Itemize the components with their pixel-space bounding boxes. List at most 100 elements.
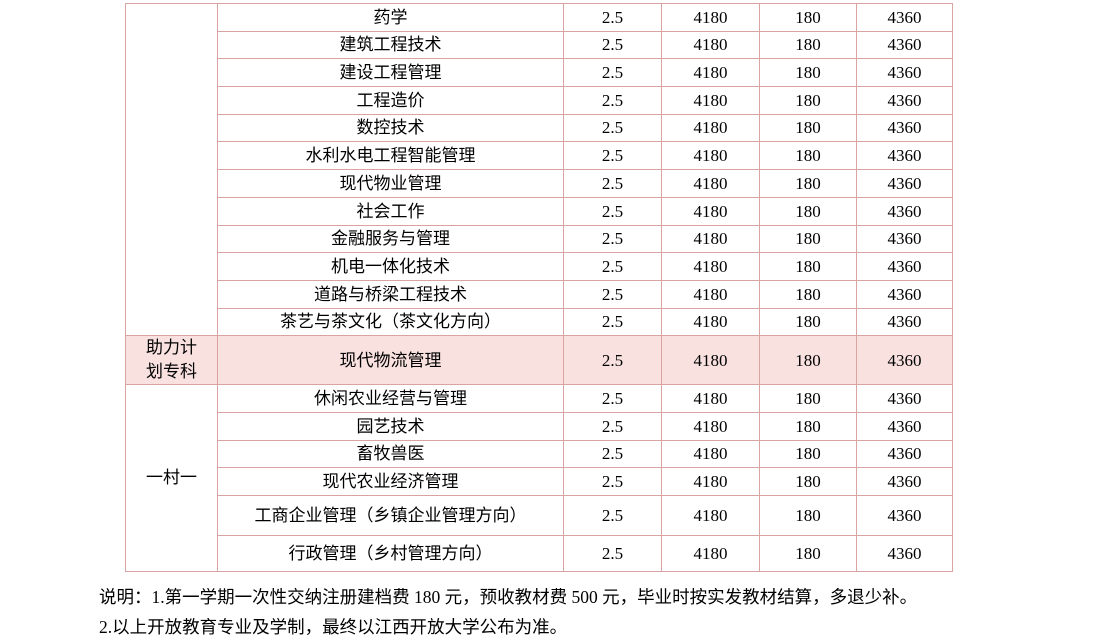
major-cell: 数控技术 xyxy=(217,113,564,143)
registration-fee-cell: 180 xyxy=(759,439,857,469)
tuition-fee-cell: 4180 xyxy=(661,252,760,281)
table-row: 现代农业经济管理 2.5 4180 180 4360 xyxy=(126,467,953,496)
tuition-fee-cell: 4180 xyxy=(661,335,760,386)
tuition-fee-cell: 4180 xyxy=(661,411,760,441)
tuition-fee-cell: 4180 xyxy=(661,279,760,309)
total-fee-cell: 4360 xyxy=(856,169,953,198)
total-fee-cell: 4360 xyxy=(856,30,953,60)
total-fee-cell: 4360 xyxy=(856,224,953,254)
registration-fee-cell: 180 xyxy=(759,279,857,309)
table-row: 畜牧兽医 2.5 4180 180 4360 xyxy=(126,439,953,469)
total-fee-cell: 4360 xyxy=(856,279,953,309)
study-years-cell: 2.5 xyxy=(563,169,662,198)
major-cell: 建设工程管理 xyxy=(217,58,564,88)
major-cell: 工商企业管理（乡镇企业管理方向） xyxy=(217,495,564,536)
table-row: 工商企业管理（乡镇企业管理方向） 2.5 4180 180 4360 xyxy=(126,495,953,536)
study-years-cell: 2.5 xyxy=(563,439,662,469)
registration-fee-cell: 180 xyxy=(759,30,857,60)
tuition-fee-cell: 4180 xyxy=(661,169,760,198)
total-fee-cell: 4360 xyxy=(856,384,953,413)
registration-fee-cell: 180 xyxy=(759,169,857,198)
registration-fee-cell: 180 xyxy=(759,535,857,572)
table-row: 数控技术 2.5 4180 180 4360 xyxy=(126,113,953,143)
registration-fee-cell: 180 xyxy=(759,141,857,171)
notes: 说明：1.第一学期一次性交纳注册建档费 180 元，预收教材费 500 元，毕业… xyxy=(99,582,1049,642)
total-fee-cell: 4360 xyxy=(856,3,953,32)
table-row: 工程造价 2.5 4180 180 4360 xyxy=(126,86,953,115)
registration-fee-cell: 180 xyxy=(759,224,857,254)
study-years-cell: 2.5 xyxy=(563,335,662,386)
major-cell: 现代物流管理 xyxy=(217,335,564,386)
study-years-cell: 2.5 xyxy=(563,58,662,88)
registration-fee-cell: 180 xyxy=(759,467,857,496)
table-row: 机电一体化技术 2.5 4180 180 4360 xyxy=(126,252,953,281)
tuition-fee-cell: 4180 xyxy=(661,3,760,32)
tuition-fees-table-body: 药学 2.5 4180 180 4360 建筑工程技术 2.5 4180 180 4360 建设工程… xyxy=(125,2,953,572)
table-row: 水利水电工程智能管理 2.5 4180 180 4360 xyxy=(126,141,953,171)
tuition-fee-cell: 4180 xyxy=(661,467,760,496)
major-cell: 金融服务与管理 xyxy=(217,224,564,254)
table-row: 行政管理（乡村管理方向） 2.5 4180 180 4360 xyxy=(126,535,953,572)
total-fee-cell: 4360 xyxy=(856,307,953,337)
study-years-cell: 2.5 xyxy=(563,3,662,32)
total-fee-cell: 4360 xyxy=(856,58,953,88)
study-years-cell: 2.5 xyxy=(563,495,662,536)
registration-fee-cell: 180 xyxy=(759,335,857,386)
major-cell: 社会工作 xyxy=(217,196,564,226)
major-cell: 工程造价 xyxy=(217,86,564,115)
registration-fee-cell: 180 xyxy=(759,252,857,281)
study-years-cell: 2.5 xyxy=(563,86,662,115)
major-cell: 水利水电工程智能管理 xyxy=(217,141,564,171)
total-fee-cell: 4360 xyxy=(856,535,953,572)
study-years-cell: 2.5 xyxy=(563,279,662,309)
major-cell: 机电一体化技术 xyxy=(217,252,564,281)
major-cell: 现代农业经济管理 xyxy=(217,467,564,496)
tuition-fee-cell: 4180 xyxy=(661,384,760,413)
study-years-cell: 2.5 xyxy=(563,224,662,254)
tuition-fees-table: 药学 2.5 4180 180 4360 建筑工程技术 2.5 4180 180 4360 建设工程… xyxy=(125,2,953,572)
study-years-cell: 2.5 xyxy=(563,141,662,171)
tuition-fee-cell: 4180 xyxy=(661,307,760,337)
total-fee-cell: 4360 xyxy=(856,141,953,171)
tuition-fee-cell: 4180 xyxy=(661,439,760,469)
registration-fee-cell: 180 xyxy=(759,411,857,441)
study-years-cell: 2.5 xyxy=(563,30,662,60)
major-cell: 现代物业管理 xyxy=(217,169,564,198)
tuition-fee-cell: 4180 xyxy=(661,58,760,88)
table-row: 现代物业管理 2.5 4180 180 4360 xyxy=(126,169,953,198)
study-years-cell: 2.5 xyxy=(563,307,662,337)
note-line-1: 说明：1.第一学期一次性交纳注册建档费 180 元，预收教材费 500 元，毕业… xyxy=(99,587,918,607)
major-cell: 药学 xyxy=(217,3,564,32)
study-years-cell: 2.5 xyxy=(563,467,662,496)
major-cell: 畜牧兽医 xyxy=(217,439,564,469)
total-fee-cell: 4360 xyxy=(856,86,953,115)
study-years-cell: 2.5 xyxy=(563,113,662,143)
table-row: 一村一 休闲农业经营与管理 2.5 4180 180 4360 xyxy=(125,384,953,572)
tuition-fee-cell: 4180 xyxy=(661,196,760,226)
registration-fee-cell: 180 xyxy=(759,196,857,226)
total-fee-cell: 4360 xyxy=(856,411,953,441)
tuition-fee-cell: 4180 xyxy=(661,30,760,60)
table-row: 药学 2.5 4180 180 4360 xyxy=(125,2,953,337)
category-cell: 一村一 xyxy=(125,384,218,572)
total-fee-cell: 4360 xyxy=(856,113,953,143)
study-years-cell: 2.5 xyxy=(563,252,662,281)
total-fee-cell: 4360 xyxy=(856,335,953,386)
registration-fee-cell: 180 xyxy=(759,58,857,88)
category-cell: 助力计 划专科 xyxy=(125,335,218,386)
table-row: 道路与桥梁工程技术 2.5 4180 180 4360 xyxy=(126,279,953,309)
tuition-fee-cell: 4180 xyxy=(661,535,760,572)
tuition-fee-cell: 4180 xyxy=(661,224,760,254)
table-row: 助力计 划专科 现代物流管理 2.5 4180 180 4360 xyxy=(125,335,953,386)
study-years-cell: 2.5 xyxy=(563,411,662,441)
study-years-cell: 2.5 xyxy=(563,196,662,226)
category-cell xyxy=(125,2,218,337)
major-cell: 建筑工程技术 xyxy=(217,30,564,60)
study-years-cell: 2.5 xyxy=(563,384,662,413)
study-years-cell: 2.5 xyxy=(563,535,662,572)
tuition-fee-cell: 4180 xyxy=(661,495,760,536)
registration-fee-cell: 180 xyxy=(759,307,857,337)
total-fee-cell: 4360 xyxy=(856,252,953,281)
tuition-fee-cell: 4180 xyxy=(661,86,760,115)
